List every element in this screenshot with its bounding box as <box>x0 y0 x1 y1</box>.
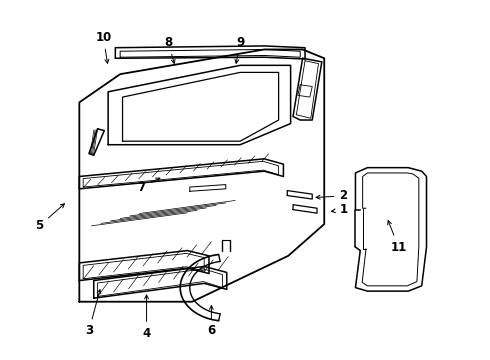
Text: 11: 11 <box>388 221 407 253</box>
Text: 7: 7 <box>138 178 160 194</box>
Text: 9: 9 <box>235 36 245 63</box>
Text: 1: 1 <box>331 203 347 216</box>
Text: 3: 3 <box>85 289 101 337</box>
Text: 8: 8 <box>164 36 175 63</box>
Text: 6: 6 <box>207 306 216 337</box>
Text: 10: 10 <box>95 31 111 63</box>
Text: 4: 4 <box>143 295 151 340</box>
Text: 5: 5 <box>35 204 64 232</box>
Text: 2: 2 <box>316 189 347 202</box>
